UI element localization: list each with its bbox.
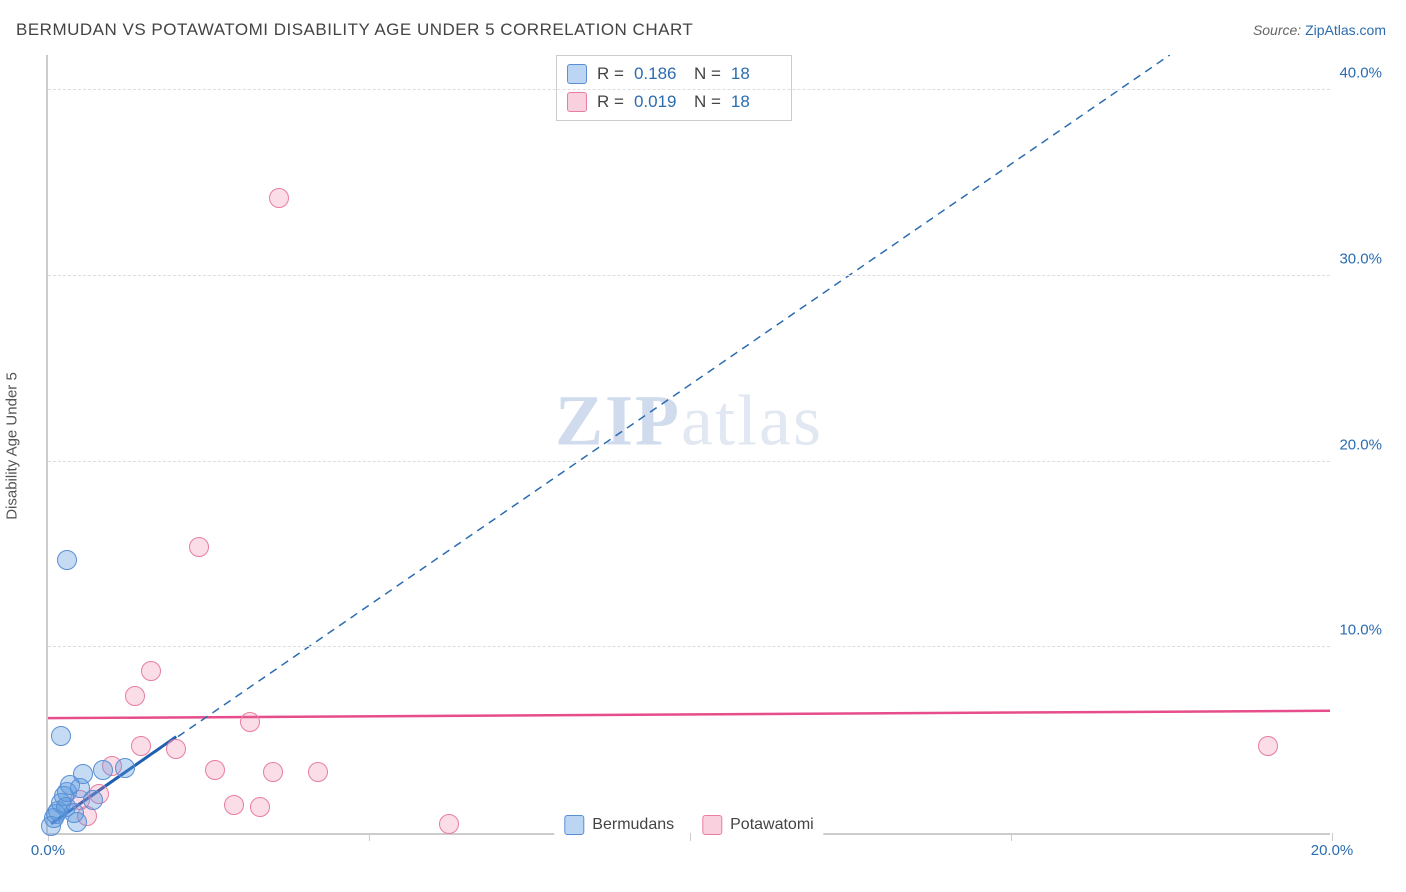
x-tick xyxy=(369,833,370,841)
gridline xyxy=(48,275,1330,276)
source-label: Source: xyxy=(1253,22,1301,38)
data-point-blue xyxy=(83,790,103,810)
x-tick-label: 0.0% xyxy=(31,842,65,859)
data-point-pink xyxy=(205,760,225,780)
data-point-pink xyxy=(141,661,161,681)
watermark-atlas: atlas xyxy=(681,380,823,460)
legend-label-blue: Bermudans xyxy=(592,816,674,834)
watermark-zip: ZIP xyxy=(555,380,681,460)
gridline xyxy=(48,461,1330,462)
data-point-pink xyxy=(189,537,209,557)
x-tick xyxy=(1011,833,1012,841)
stats-box: R = 0.186 N = 18 R = 0.019 N = 18 xyxy=(556,55,792,121)
x-tick-label: 20.0% xyxy=(1311,842,1354,859)
y-tick-label: 30.0% xyxy=(1339,250,1382,267)
data-point-blue xyxy=(51,726,71,746)
swatch-blue-icon xyxy=(564,815,584,835)
r-label: R = xyxy=(597,92,624,112)
data-point-blue xyxy=(93,760,113,780)
source-attribution: Source: ZipAtlas.com xyxy=(1253,22,1386,38)
y-tick-label: 20.0% xyxy=(1339,436,1382,453)
y-axis-label: Disability Age Under 5 xyxy=(4,372,21,520)
plot-area: ZIPatlas R = 0.186 N = 18 R = 0.019 N = … xyxy=(46,55,1330,835)
data-point-pink xyxy=(308,762,328,782)
n-label: N = xyxy=(694,64,721,84)
bottom-legend: Bermudans Potawatomi xyxy=(554,815,823,835)
swatch-blue-icon xyxy=(567,64,587,84)
data-point-pink xyxy=(250,797,270,817)
data-point-pink xyxy=(166,739,186,759)
data-point-pink xyxy=(125,686,145,706)
r-label: R = xyxy=(597,64,624,84)
legend-item-blue: Bermudans xyxy=(564,815,674,835)
data-point-pink xyxy=(240,712,260,732)
swatch-pink-icon xyxy=(567,92,587,112)
chart-title: BERMUDAN VS POTAWATOMI DISABILITY AGE UN… xyxy=(16,20,693,40)
x-tick xyxy=(690,833,691,841)
y-tick-label: 10.0% xyxy=(1339,622,1382,639)
data-point-pink xyxy=(1258,736,1278,756)
n-label: N = xyxy=(694,92,721,112)
data-point-pink xyxy=(131,736,151,756)
data-point-blue xyxy=(67,812,87,832)
watermark: ZIPatlas xyxy=(555,379,823,462)
r-value-pink: 0.019 xyxy=(634,92,684,112)
gridline xyxy=(48,89,1330,90)
r-value-blue: 0.186 xyxy=(634,64,684,84)
data-point-pink xyxy=(224,795,244,815)
stats-row-blue: R = 0.186 N = 18 xyxy=(567,60,781,88)
y-tick-label: 40.0% xyxy=(1339,65,1382,82)
source-name: ZipAtlas.com xyxy=(1305,22,1386,38)
data-point-blue xyxy=(115,758,135,778)
swatch-pink-icon xyxy=(702,815,722,835)
gridline xyxy=(48,646,1330,647)
data-point-blue xyxy=(57,550,77,570)
data-point-pink xyxy=(439,814,459,834)
data-point-blue xyxy=(73,764,93,784)
data-point-pink xyxy=(269,188,289,208)
legend-item-pink: Potawatomi xyxy=(702,815,814,835)
legend-label-pink: Potawatomi xyxy=(730,816,814,834)
stats-row-pink: R = 0.019 N = 18 xyxy=(567,88,781,116)
x-tick xyxy=(1332,833,1333,841)
n-value-pink: 18 xyxy=(731,92,781,112)
n-value-blue: 18 xyxy=(731,64,781,84)
data-point-pink xyxy=(263,762,283,782)
